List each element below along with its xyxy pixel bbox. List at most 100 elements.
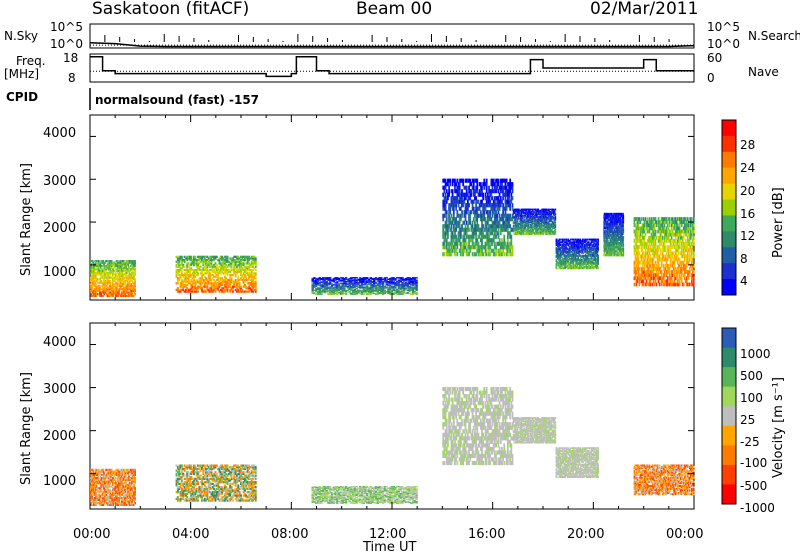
power-cell — [471, 189, 473, 193]
power-cell — [459, 189, 461, 193]
power-cell — [466, 186, 468, 190]
power-cell — [502, 196, 504, 200]
power-cell — [473, 242, 475, 246]
power-cell — [448, 224, 450, 228]
power-cell — [237, 276, 239, 278]
power-cell — [488, 196, 490, 200]
power-cell — [448, 214, 450, 218]
power-cell — [503, 235, 505, 239]
power-cell — [506, 186, 508, 190]
power-cell — [468, 186, 470, 190]
power-cell — [486, 252, 488, 256]
power-cell — [498, 182, 500, 186]
power-cell — [197, 272, 199, 274]
power-cell — [488, 186, 490, 190]
power-cell — [482, 224, 484, 228]
power-cell — [587, 239, 588, 241]
power-cell — [568, 262, 569, 264]
power-cell — [227, 256, 229, 258]
power-cell — [494, 242, 496, 246]
power-cell — [115, 268, 116, 270]
power-cell — [181, 256, 183, 258]
power-cell — [110, 291, 111, 293]
power-cell — [442, 217, 444, 221]
power-cell — [240, 286, 242, 288]
power-cell — [460, 207, 462, 211]
power-cell — [462, 252, 464, 256]
power-cell — [502, 189, 504, 193]
power-cell — [473, 182, 475, 186]
power-cell — [446, 214, 448, 218]
power-cell — [451, 224, 453, 228]
power-cell — [446, 238, 448, 242]
power-cell — [197, 290, 199, 292]
power-cell — [546, 209, 547, 211]
power-cell — [507, 238, 509, 242]
power-cell — [507, 228, 509, 232]
power-panel-frame — [90, 115, 694, 300]
power-cell — [255, 272, 257, 274]
power-cell — [111, 260, 112, 262]
power-cell — [495, 210, 497, 214]
power-cell — [415, 279, 417, 280]
power-cell — [499, 193, 501, 197]
power-cell — [415, 292, 417, 293]
power-cell — [486, 224, 488, 228]
power-cell — [492, 186, 494, 190]
power-cell — [472, 238, 474, 242]
power-cell — [456, 179, 458, 183]
power-cell — [483, 214, 485, 218]
power-cell — [448, 189, 450, 193]
power-cell — [95, 283, 96, 285]
power-cell — [555, 213, 556, 215]
power-cell — [582, 239, 583, 241]
power-cell — [482, 193, 484, 197]
power-cell — [566, 239, 567, 241]
power-cell — [499, 238, 501, 242]
power-cell — [584, 244, 585, 246]
power-cell — [478, 224, 480, 228]
power-cell — [493, 238, 495, 242]
power-cell — [507, 242, 509, 246]
power-cell — [445, 235, 447, 239]
power-cell — [476, 182, 478, 186]
power-cell — [472, 203, 474, 207]
power-cell — [590, 266, 591, 268]
power-cell — [532, 209, 533, 211]
power-cell — [460, 242, 462, 246]
power-cell — [113, 262, 114, 264]
power-cell — [467, 193, 469, 197]
power-cell — [320, 293, 322, 294]
power-cell — [190, 256, 192, 258]
power-cell — [463, 249, 465, 253]
power-cell — [500, 196, 502, 200]
power-cell — [97, 278, 98, 280]
power-cell — [473, 207, 475, 211]
power-cell — [512, 203, 514, 207]
power-cell — [538, 209, 539, 211]
power-cell — [133, 295, 134, 297]
power-cell — [555, 216, 556, 218]
power-cell — [509, 189, 511, 193]
power-cell — [459, 238, 461, 242]
power-cell — [512, 252, 514, 256]
power-cell — [498, 210, 500, 214]
power-cell — [97, 293, 98, 295]
power-cell — [466, 196, 468, 200]
power-cell — [394, 286, 396, 287]
power-cell — [476, 179, 478, 183]
power-cell — [522, 218, 523, 220]
power-cell — [449, 179, 451, 183]
power-cell — [468, 203, 470, 207]
power-cell — [415, 284, 417, 285]
power-cell — [462, 179, 464, 183]
power-cell — [496, 186, 498, 190]
power-cell — [444, 189, 446, 193]
power-cell — [463, 221, 465, 225]
power-cell — [462, 182, 464, 186]
power-cell — [194, 256, 196, 258]
power-cell — [533, 220, 534, 222]
power-cell — [239, 282, 241, 284]
power-cell — [493, 249, 495, 253]
power-cell — [90, 260, 91, 262]
